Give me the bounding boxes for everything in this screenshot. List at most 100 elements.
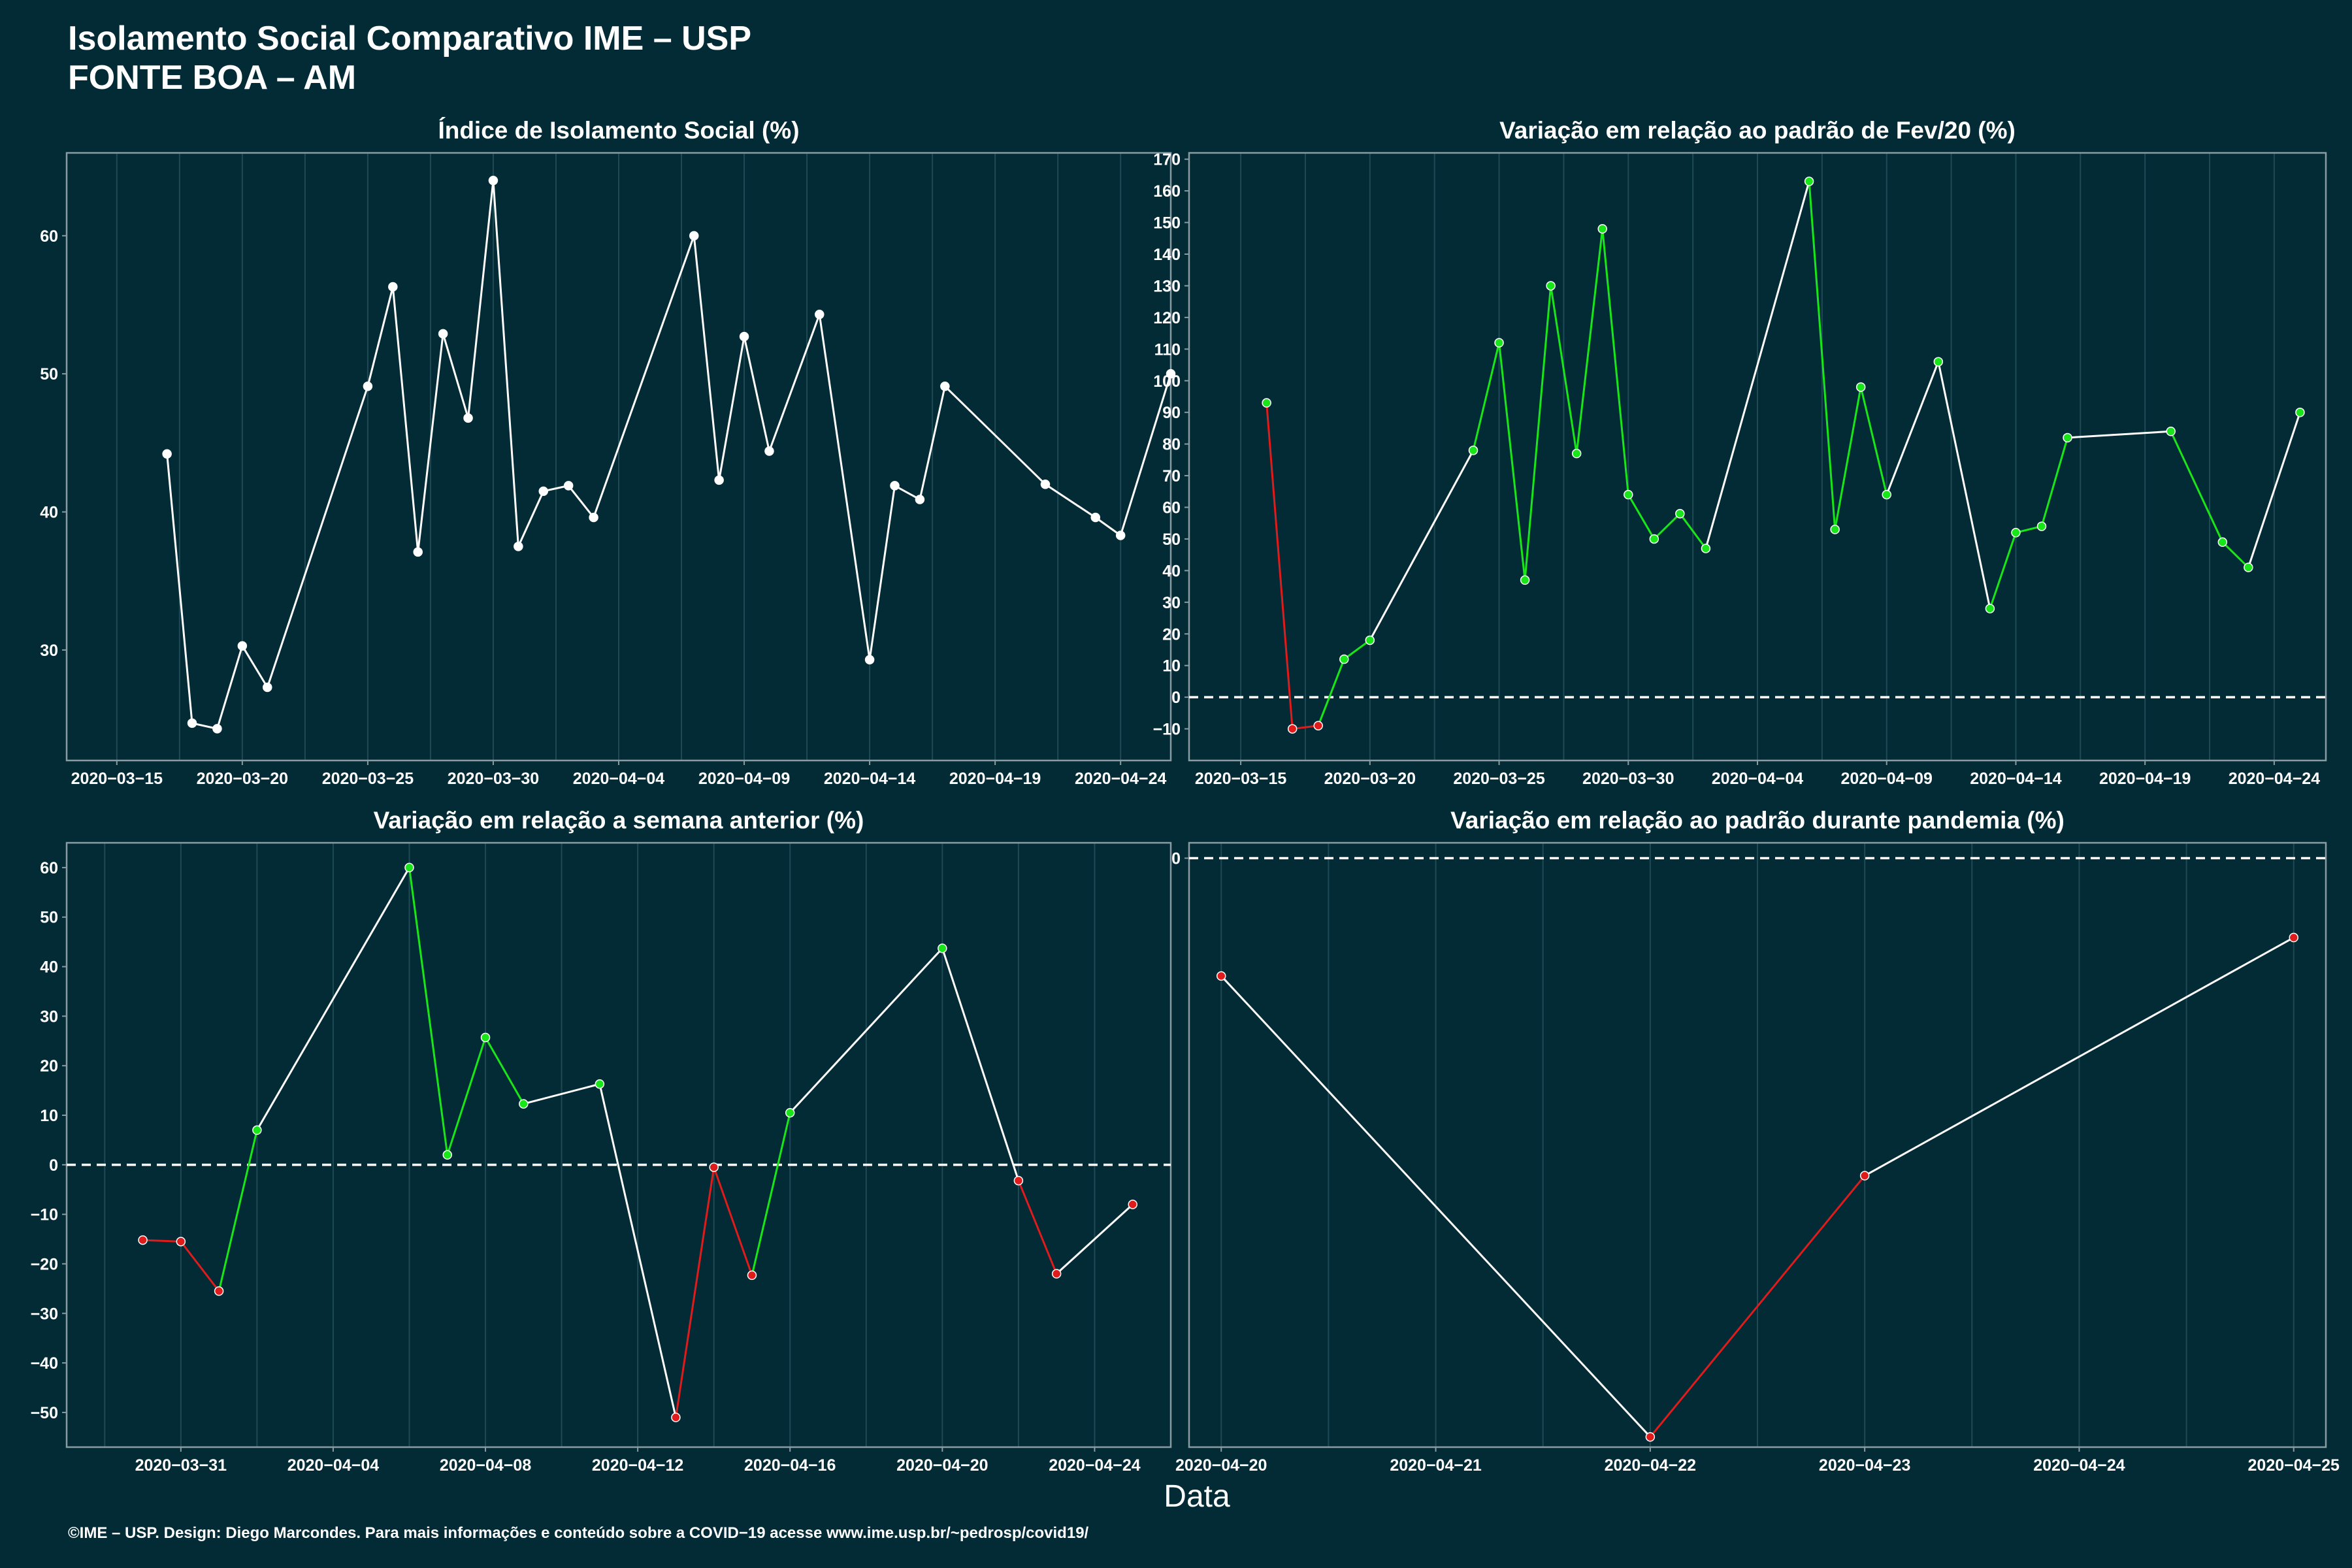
data-point (1090, 512, 1101, 523)
chart-title: Índice de Isolamento Social (%) (438, 117, 799, 144)
series-segment (1056, 1203, 1134, 1275)
x-tick-label: 2020−03−15 (71, 770, 163, 788)
series-segment (1343, 639, 1371, 661)
y-tick-label: 10 (1162, 657, 1181, 676)
y-tick-label: 110 (1154, 340, 1181, 359)
data-point (589, 512, 598, 523)
series-segment (1653, 513, 1681, 540)
y-tick-label: 120 (1153, 309, 1181, 327)
y-tick-label: 80 (1162, 436, 1181, 454)
data-point (1859, 1171, 1870, 1181)
series-segment (1864, 936, 2295, 1177)
data-point (1882, 489, 1891, 500)
data-point (764, 446, 774, 456)
series-segment (868, 485, 896, 660)
y-tick-label: 140 (1153, 246, 1181, 264)
data-point (1262, 398, 1271, 408)
series-segment (1989, 532, 2017, 609)
series-segment (166, 453, 193, 724)
data-point (2295, 407, 2305, 417)
data-point (2289, 932, 2299, 943)
series-segment (894, 485, 921, 500)
series-segment (1834, 387, 1862, 530)
chart-panel-4: Variação em relação ao padrão durante pa… (1171, 807, 2340, 1475)
y-tick-label: 60 (1162, 499, 1181, 517)
data-point (1468, 446, 1478, 455)
x-tick-label: 2020−04−21 (1390, 1456, 1482, 1475)
data-series-1 (138, 862, 1137, 1422)
data-point (1597, 224, 1607, 234)
series-segment (241, 645, 269, 688)
data-point (1013, 1175, 1024, 1186)
y-tick-label: 40 (1162, 562, 1181, 580)
y-tick-label: 160 (1153, 182, 1181, 201)
y-tick-label: 60 (40, 859, 58, 877)
x-tick-label: 2020−04−20 (896, 1456, 988, 1475)
series-segment (1627, 494, 1656, 540)
data-point (2011, 528, 2021, 538)
x-tick-label: 2020−04−24 (1075, 770, 1167, 788)
data-point (815, 310, 825, 319)
data-point (162, 449, 172, 459)
data-point (519, 1099, 529, 1109)
series-segment (2040, 437, 2068, 527)
x-tick-label: 2020−04−04 (1712, 770, 1804, 788)
series-segment (1601, 229, 1629, 495)
series-segment (1550, 286, 1578, 454)
data-point (1339, 654, 1349, 664)
data-point (563, 481, 574, 491)
series-segment (1886, 361, 1940, 495)
series-segment (1266, 402, 1294, 729)
series-segment (818, 314, 871, 660)
x-tick-label: 2020−04−24 (2229, 770, 2321, 788)
series-segment (674, 1167, 715, 1418)
data-point (1216, 971, 1226, 981)
data-point (404, 862, 414, 873)
series-segment (941, 948, 1020, 1181)
series-segment (1094, 516, 1122, 536)
y-tick-label: 50 (40, 909, 58, 927)
data-point (1546, 281, 1556, 291)
data-point (689, 231, 699, 241)
series-segment (216, 645, 244, 729)
grid-lines (104, 843, 1171, 1447)
x-tick-label: 2020−04−04 (287, 1456, 380, 1475)
y-tick-label: 10 (40, 1107, 58, 1125)
y-tick-label: 60 (40, 227, 58, 246)
series-segment (568, 485, 595, 518)
series-segment (367, 286, 394, 387)
series-segment (1119, 373, 1172, 536)
x-tick-label: 2020−04−19 (2099, 770, 2191, 788)
x-tick-label: 2020−03−20 (197, 770, 288, 788)
data-point (714, 475, 724, 485)
series-segment (408, 867, 449, 1155)
data-point (1804, 176, 1814, 186)
data-point (138, 1235, 148, 1245)
chart-title: Variação em relação ao padrão de Fev/20 … (1499, 117, 2016, 144)
series-segment (2067, 430, 2171, 439)
chart-panels: Índice de Isolamento Social (%) 30 40 50 60 2… (31, 117, 2340, 1475)
grid-lines (116, 153, 1122, 760)
x-tick-label: 2020−03−31 (135, 1456, 227, 1475)
data-point (1115, 531, 1126, 540)
x-tick-label: 2020−04−04 (573, 770, 665, 788)
data-point (747, 1270, 757, 1281)
data-series-1 (1216, 932, 2299, 1442)
x-tick-label: 2020−04−14 (824, 770, 916, 788)
x-tick-label: 2020−04−22 (1605, 1456, 1696, 1475)
series-segment (1705, 181, 1810, 549)
y-tick-label: −40 (31, 1354, 58, 1373)
series-segment (446, 1037, 487, 1156)
data-point (1675, 508, 1685, 519)
y-tick-label: −50 (31, 1404, 58, 1422)
series-segment (142, 1239, 181, 1243)
series-segment (768, 314, 821, 452)
credit-line: ©IME – USP. Design: Diego Marcondes. Par… (68, 1524, 1089, 1542)
chart-panel-3: Variação em relação a semana anterior (%… (31, 807, 1172, 1475)
data-point (1365, 635, 1375, 645)
series-segment (2247, 412, 2301, 568)
series-segment (218, 1130, 258, 1292)
series-segment (180, 1241, 220, 1292)
data-point (463, 413, 473, 423)
